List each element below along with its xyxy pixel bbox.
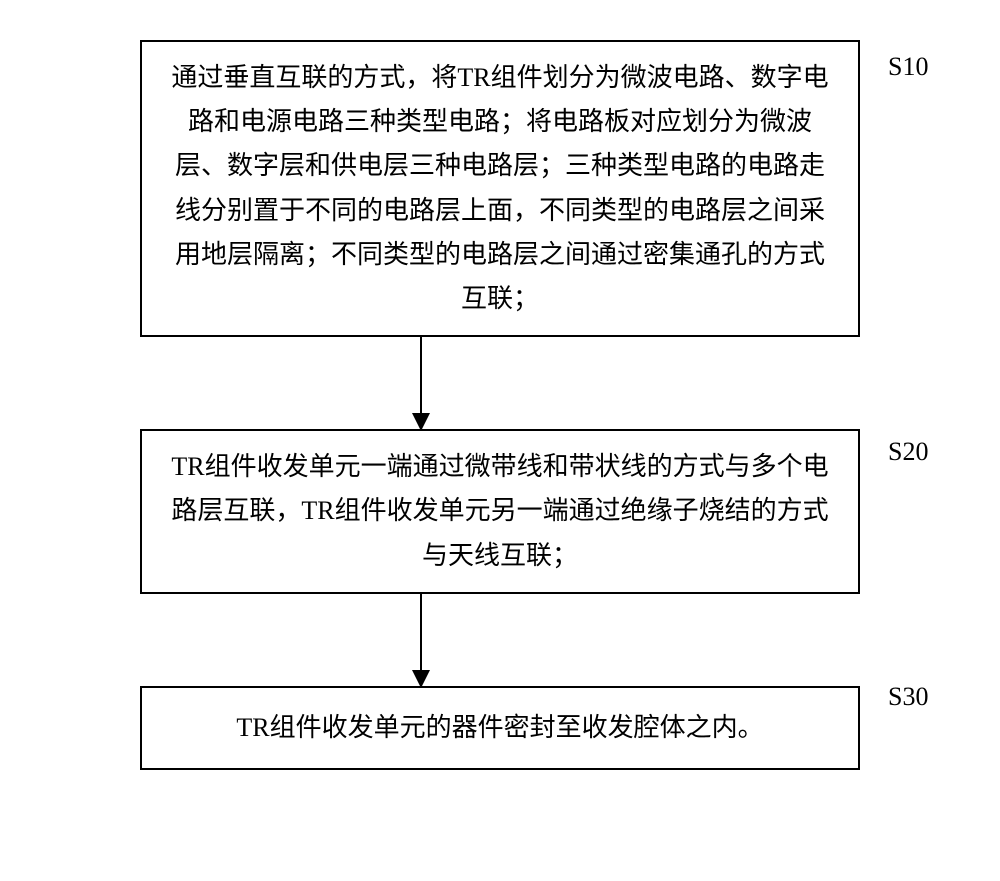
step-label-s10: S10 [888, 52, 928, 82]
step-text: TR组件收发单元的器件密封至收发腔体之内。 [236, 713, 763, 742]
step-2: TR组件收发单元一端通过微带线和带状线的方式与多个电路层互联，TR组件收发单元另… [140, 429, 860, 594]
step-label-s30: S30 [888, 682, 928, 712]
step-text: TR组件收发单元一端通过微带线和带状线的方式与多个电路层互联，TR组件收发单元另… [171, 452, 828, 569]
step-label-s20: S20 [888, 437, 928, 467]
step-3: TR组件收发单元的器件密封至收发腔体之内。 S30 [140, 686, 860, 770]
step-box-s30: TR组件收发单元的器件密封至收发腔体之内。 [140, 686, 860, 770]
step-box-s20: TR组件收发单元一端通过微带线和带状线的方式与多个电路层互联，TR组件收发单元另… [140, 429, 860, 594]
step-text: 通过垂直互联的方式，将TR组件划分为微波电路、数字电路和电源电路三种类型电路；将… [171, 63, 828, 313]
step-box-s10: 通过垂直互联的方式，将TR组件划分为微波电路、数字电路和电源电路三种类型电路；将… [140, 40, 860, 337]
arrow-1 [420, 337, 422, 429]
flowchart-container: 通过垂直互联的方式，将TR组件划分为微波电路、数字电路和电源电路三种类型电路；将… [60, 40, 940, 770]
arrow-2 [420, 594, 422, 686]
step-1: 通过垂直互联的方式，将TR组件划分为微波电路、数字电路和电源电路三种类型电路；将… [140, 40, 860, 337]
